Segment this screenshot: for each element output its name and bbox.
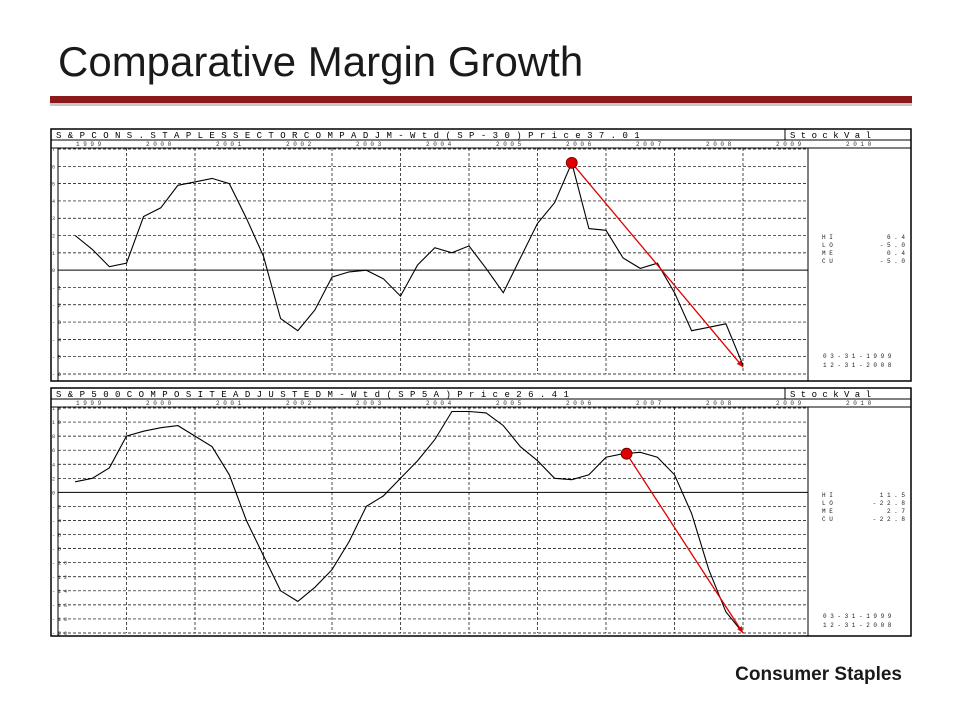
y-tick-label: 3 [52, 216, 55, 222]
chart-sp500-composite: S & P 5 0 0 C O M P O S I T E A D J U S … [50, 387, 912, 637]
year-label: 2 0 0 3 [356, 141, 382, 148]
year-label: 2 0 0 9 [776, 141, 802, 148]
stat-label: M E [822, 508, 833, 515]
stat-value: 6 . 4 [887, 234, 905, 241]
year-label: 2 0 0 2 [286, 400, 312, 407]
y-tick-label: - 1 2 [52, 575, 67, 581]
year-label: 2 0 0 8 [706, 400, 732, 407]
y-tick-label: 0 [52, 268, 55, 274]
year-label: 2 0 0 3 [356, 400, 382, 407]
y-tick-label: 4 [52, 199, 55, 205]
slide-title: Comparative Margin Growth [58, 38, 584, 85]
stat-value: 0 . 4 [887, 250, 905, 257]
margin-series-line [74, 161, 744, 366]
stat-value: 2 . 7 [887, 508, 905, 515]
stat-label: C U [822, 258, 833, 265]
stat-value: - 5 . 0 [880, 242, 906, 249]
chart-frame [50, 387, 912, 637]
y-tick-label: - 1 [52, 285, 61, 291]
chart-frame [50, 128, 912, 382]
date-range-label: 0 3 - 3 1 - 1 9 9 9 [823, 613, 892, 620]
chart-header: S & P C O N S . S T A P L E S S E C T O … [56, 131, 640, 141]
y-tick-label: 7 [52, 147, 55, 153]
y-tick-label: - 2 [52, 504, 61, 510]
title-underline [50, 96, 912, 103]
y-tick-label: 2 [52, 234, 55, 240]
peak-marker [565, 156, 578, 169]
trend-arrow-head [737, 626, 743, 633]
y-tick-label: 1 0 [52, 420, 61, 426]
year-label: 2 0 0 2 [286, 141, 312, 148]
year-label: 2 0 0 6 [566, 400, 592, 407]
year-label: 2 0 0 1 [216, 400, 242, 407]
stat-label: L O [822, 500, 833, 507]
trend-arrow-head [736, 360, 743, 368]
year-label: 1 9 9 9 [76, 141, 102, 148]
year-label: 2 0 0 4 [426, 141, 452, 148]
stat-value: 1 1 . 5 [880, 492, 906, 499]
year-label: 2 0 1 0 [846, 400, 872, 407]
chart-sp500-composite-svg: S & P 5 0 0 C O M P O S I T E A D J U S … [50, 387, 912, 637]
stat-label: L O [822, 242, 833, 249]
date-range-label: 1 2 - 3 1 - 2 0 0 8 [823, 362, 892, 369]
y-tick-label: - 3 [52, 320, 61, 326]
stat-value: - 2 2 . 8 [873, 500, 906, 507]
date-range-label: 1 2 - 3 1 - 2 0 0 8 [823, 622, 892, 629]
year-label: 2 0 0 0 [146, 141, 172, 148]
year-label: 2 0 0 0 [146, 400, 172, 407]
y-tick-label: - 1 4 [52, 589, 67, 595]
stat-label: M E [822, 250, 833, 257]
y-tick-label: 8 [52, 434, 55, 440]
y-tick-label: 1 [52, 251, 55, 257]
y-tick-label: 1 2 [52, 406, 61, 412]
year-label: 2 0 0 9 [776, 400, 802, 407]
stat-label: H I [822, 234, 833, 241]
chart-consumer-staples: S & P C O N S . S T A P L E S S E C T O … [50, 128, 912, 382]
stat-value: - 2 2 . 8 [873, 516, 906, 523]
y-tick-label: - 6 [52, 533, 61, 539]
y-tick-label: 5 [52, 182, 55, 188]
year-label: 2 0 0 5 [496, 141, 522, 148]
y-tick-label: - 4 [52, 519, 61, 525]
year-label: 2 0 0 5 [496, 400, 522, 407]
y-tick-label: - 6 [52, 372, 61, 378]
y-tick-label: - 1 0 [52, 561, 67, 567]
y-tick-label: 6 [52, 448, 55, 454]
stat-value: - 5 . 0 [880, 258, 906, 265]
year-label: 1 9 9 9 [76, 400, 102, 407]
y-tick-label: 2 [52, 476, 55, 482]
y-tick-label: - 2 0 [52, 631, 67, 637]
chart-consumer-staples-svg: S & P C O N S . S T A P L E S S E C T O … [50, 128, 912, 382]
year-label: 2 0 0 4 [426, 400, 452, 407]
year-label: 2 0 0 1 [216, 141, 242, 148]
brand-label: S t o c k V a l [790, 390, 871, 400]
y-tick-label: - 8 [52, 547, 61, 553]
peak-marker [620, 447, 633, 460]
trend-arrow-line [571, 162, 744, 368]
stat-label: C U [822, 516, 833, 523]
sector-label: Consumer Staples [735, 664, 902, 685]
year-label: 2 0 0 8 [706, 141, 732, 148]
y-tick-label: - 2 [52, 303, 61, 309]
year-label: 2 0 1 0 [846, 141, 872, 148]
trend-arrow-line [626, 453, 744, 634]
year-label: 2 0 0 7 [636, 400, 662, 407]
y-tick-label: 6 [52, 164, 55, 170]
stat-label: H I [822, 492, 833, 499]
y-tick-label: - 5 [52, 355, 61, 361]
y-tick-label: 4 [52, 462, 55, 468]
brand-label: S t o c k V a l [790, 131, 871, 141]
y-tick-label: - 4 [52, 337, 61, 343]
title-underline-shadow [50, 103, 912, 106]
year-label: 2 0 0 6 [566, 141, 592, 148]
chart-header: S & P 5 0 0 C O M P O S I T E A D J U S … [56, 390, 569, 400]
date-range-label: 0 3 - 3 1 - 1 9 9 9 [823, 353, 892, 360]
y-tick-label: - 1 8 [52, 617, 67, 623]
year-label: 2 0 0 7 [636, 141, 662, 148]
y-tick-label: 0 [52, 490, 55, 496]
y-tick-label: - 1 6 [52, 603, 67, 609]
